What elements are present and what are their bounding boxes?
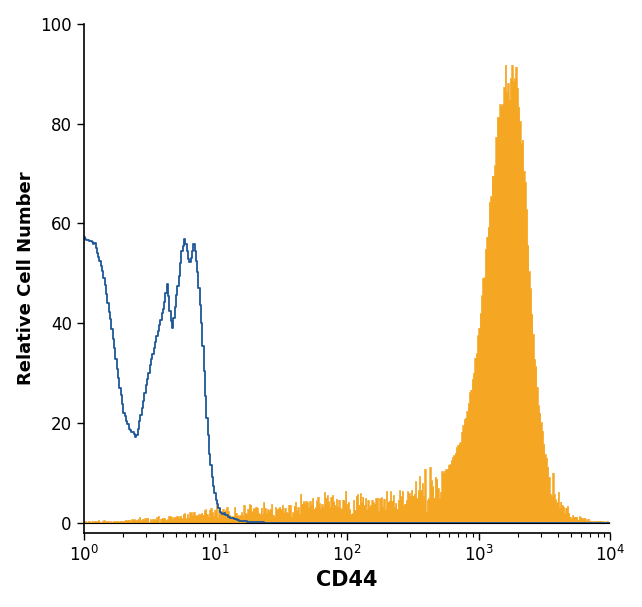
- X-axis label: CD44: CD44: [317, 571, 377, 591]
- Y-axis label: Relative Cell Number: Relative Cell Number: [17, 171, 35, 385]
